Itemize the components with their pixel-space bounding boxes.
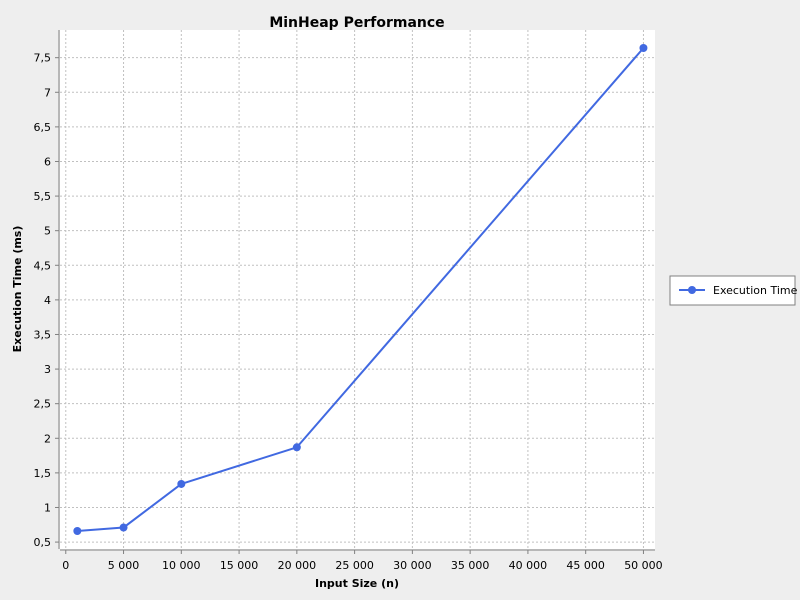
y-tick-label: 3 (44, 363, 51, 376)
y-tick-label: 1,5 (34, 467, 52, 480)
y-tick-label: 2,5 (34, 398, 52, 411)
y-tick-label: 4 (44, 294, 51, 307)
x-tick-label: 35 000 (451, 559, 490, 572)
y-tick-label: 0,5 (34, 536, 52, 549)
y-axis-label: Execution Time (ms) (11, 226, 24, 353)
y-tick-label: 1 (44, 501, 51, 514)
y-tick-label: 2 (44, 432, 51, 445)
y-tick-label: 6,5 (34, 121, 52, 134)
legend: Execution Time (669, 275, 798, 306)
x-tick-label: 15 000 (220, 559, 259, 572)
y-tick-label: 6 (44, 155, 51, 168)
y-axis-ticks: 0,5 1 1,5 2 2,5 3 3,5 4 4,5 5 5,5 6 6,5 7 7,5 (34, 52, 59, 549)
series-layer (73, 43, 648, 536)
data-point (292, 443, 301, 452)
y-tick-label: 4,5 (34, 259, 52, 272)
y-tick-label: 3,5 (34, 328, 52, 341)
x-tick-label: 20 000 (278, 559, 317, 572)
x-tick-label: 0 (62, 559, 69, 572)
x-tick-label: 30 000 (393, 559, 432, 572)
gridlines (60, 30, 655, 549)
data-point (639, 43, 648, 52)
legend-label-execution-time: Execution Time (713, 284, 798, 297)
x-tick-label: 25 000 (335, 559, 374, 572)
y-tick-label: 7,5 (34, 52, 52, 65)
plot-area (60, 30, 655, 549)
data-point (119, 523, 128, 532)
x-tick-label: 10 000 (162, 559, 201, 572)
x-tick-label: 40 000 (509, 559, 548, 572)
x-tick-label: 5 000 (108, 559, 140, 572)
x-axis-label: Input Size (n) (315, 577, 399, 590)
data-point (177, 479, 186, 488)
x-tick-label: 50 000 (624, 559, 663, 572)
x-axis-ticks: 0 5 000 10 000 15 000 20 000 25 000 30 000 35 0… (62, 550, 663, 572)
legend-series-marker (688, 286, 696, 294)
y-tick-label: 7 (44, 86, 51, 99)
data-point (73, 527, 82, 536)
x-tick-label: 45 000 (566, 559, 605, 572)
axes (58, 30, 655, 551)
y-tick-label: 5,5 (34, 190, 52, 203)
y-tick-label: 5 (44, 225, 51, 238)
chart-title: MinHeap Performance (269, 15, 444, 31)
